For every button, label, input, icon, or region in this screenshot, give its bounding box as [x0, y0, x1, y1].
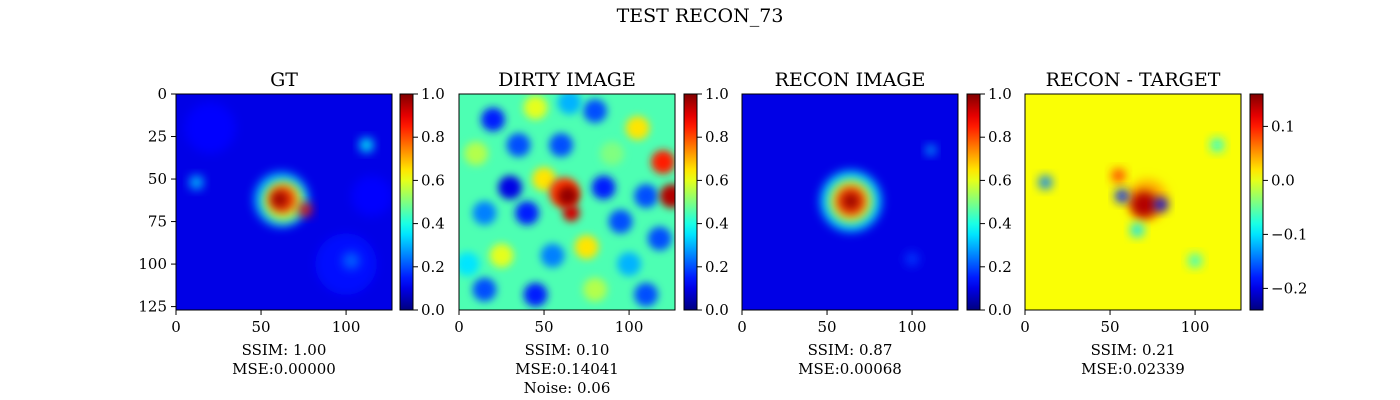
heatmap-image — [1025, 94, 1241, 310]
subplot-title: RECON IMAGE — [775, 69, 926, 91]
y-tick-label: 100 — [138, 255, 167, 273]
colorbar-tick-label: 0.4 — [421, 215, 445, 233]
colorbar-tick-label: −0.1 — [1271, 225, 1307, 243]
colorbar — [399, 93, 414, 311]
x-tick-label: 100 — [898, 318, 927, 336]
colorbar-tick-label: 0.4 — [705, 215, 729, 233]
metric-caption: MSE:0.14041 — [515, 360, 619, 378]
y-tick-label: 50 — [148, 170, 167, 188]
metric-caption: MSE:0.02339 — [1081, 360, 1185, 378]
x-tick-label: 50 — [1100, 318, 1119, 336]
subplot-title: DIRTY IMAGE — [498, 69, 636, 91]
colorbar-tick-label: 0.1 — [1271, 117, 1295, 135]
colorbar-tick-label: 0.8 — [705, 128, 729, 146]
colorbar-tick-label: 0.8 — [988, 128, 1012, 146]
metric-caption: SSIM: 0.10 — [525, 341, 610, 359]
axes-frame — [741, 93, 959, 311]
x-tick-label: 0 — [454, 318, 464, 336]
colorbar-tick-label: 0.4 — [988, 215, 1012, 233]
colorbar-tick-label: 1.0 — [421, 85, 445, 103]
colorbar-tick-label: 0.2 — [705, 258, 729, 276]
x-tick-label: 0 — [1020, 318, 1030, 336]
colorbar — [966, 93, 981, 311]
colorbar — [683, 93, 698, 311]
y-tick-label: 75 — [148, 213, 167, 231]
metric-caption: MSE:0.00000 — [232, 360, 336, 378]
y-tick-label: 0 — [157, 85, 167, 103]
metric-caption: SSIM: 1.00 — [242, 341, 327, 359]
x-tick-label: 50 — [817, 318, 836, 336]
x-tick-label: 100 — [1181, 318, 1210, 336]
colorbar-tick-label: 0.8 — [421, 128, 445, 146]
figure-suptitle: TEST RECON_73 — [617, 5, 784, 27]
x-tick-label: 50 — [534, 318, 553, 336]
axes-frame — [458, 93, 676, 311]
colorbar-tick-label: 0.6 — [988, 171, 1012, 189]
y-tick-label: 25 — [148, 128, 167, 146]
heatmap-image — [176, 94, 392, 310]
x-tick-label: 100 — [332, 318, 361, 336]
colorbar-tick-label: 0.6 — [705, 171, 729, 189]
subplot-title: RECON - TARGET — [1046, 69, 1221, 91]
subplot-2: DIRTY IMAGE 0 50 100 0.0 0.2 0.4 0.6 0.8 1.0 SSIM:… — [454, 69, 729, 397]
colorbar-tick-label: 0.0 — [988, 301, 1012, 319]
axes-frame — [1024, 93, 1242, 311]
subplot-4: RECON - TARGET 0 50 100 0.1 0.0 −0.1 −0.2 SSIM: … — [1020, 69, 1307, 378]
x-tick-label: 0 — [737, 318, 747, 336]
colorbar-tick-label: 0.0 — [705, 301, 729, 319]
colorbar-tick-label: 0.2 — [988, 258, 1012, 276]
colorbar-tick-label: 0.0 — [421, 301, 445, 319]
subplot-3: RECON IMAGE 0 50 100 0.0 0.2 0.4 0.6 0.8 1.0 SSIM:… — [737, 69, 1012, 378]
colorbar-tick-label: 0.0 — [1271, 171, 1295, 189]
metric-caption: MSE:0.00068 — [798, 360, 902, 378]
metric-caption: SSIM: 0.21 — [1091, 341, 1176, 359]
metric-caption: SSIM: 0.87 — [808, 341, 893, 359]
axes-frame — [175, 93, 393, 311]
heatmap-image — [459, 94, 675, 310]
panels: GT 0 50 100 0 25 50 75 100 125 0.0 0.2 0.4 0.6 0.8 1.0 S… — [138, 69, 1307, 397]
y-tick-label: 125 — [138, 298, 167, 316]
colorbar-tick-label: 1.0 — [705, 85, 729, 103]
x-tick-label: 100 — [615, 318, 644, 336]
colorbar-tick-label: 0.2 — [421, 258, 445, 276]
colorbar-tick-label: 0.6 — [421, 171, 445, 189]
colorbar-tick-label: −0.2 — [1271, 279, 1307, 297]
colorbar-tick-label: 1.0 — [988, 85, 1012, 103]
subplot-1: GT 0 50 100 0 25 50 75 100 125 0.0 0.2 0.4 0.6 0.8 1.0 S… — [138, 69, 445, 378]
colorbar — [1249, 93, 1264, 311]
x-tick-label: 0 — [171, 318, 181, 336]
subplot-title: GT — [270, 69, 298, 91]
heatmap-image — [742, 94, 958, 310]
x-tick-label: 50 — [251, 318, 270, 336]
metric-caption: Noise: 0.06 — [524, 379, 611, 397]
